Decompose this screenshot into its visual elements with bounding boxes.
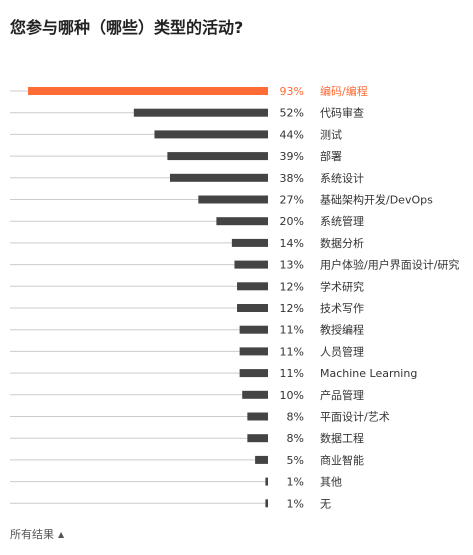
bar-chart: 93% 编码/编程 52% 代码审查 44% 测试 39% 部署 38% 系统设计 27% 基础架构开… — [10, 84, 459, 510]
all-results-toggle[interactable]: 所有结果 ▲ — [10, 526, 64, 542]
category-label: 系统设计 — [320, 172, 364, 185]
category-label: 数据工程 — [320, 431, 364, 445]
bar — [169, 173, 268, 182]
bar — [133, 108, 268, 117]
value-label: 5% — [287, 454, 304, 467]
value-label: 11% — [280, 324, 304, 337]
value-label: 11% — [280, 345, 304, 358]
category-label: 学术研究 — [320, 279, 364, 293]
category-label: 基础架构开发/DevOps — [320, 193, 433, 207]
category-label: 系统管理 — [320, 214, 364, 228]
bar — [234, 260, 268, 269]
chart-title: 您参与哪种（哪些）类型的活动? — [10, 18, 244, 37]
value-label: 27% — [280, 194, 304, 207]
value-label: 8% — [287, 411, 304, 424]
category-label: 测试 — [320, 128, 342, 141]
value-label: 8% — [287, 432, 304, 445]
category-label: 数据分析 — [320, 236, 364, 250]
value-label: 44% — [280, 128, 304, 141]
bar — [231, 238, 268, 247]
value-label: 12% — [280, 280, 304, 293]
category-label: 无 — [320, 497, 331, 510]
bar — [247, 412, 268, 421]
bar — [237, 282, 268, 291]
bar — [255, 455, 268, 464]
category-label: 教授编程 — [320, 323, 364, 337]
value-label: 11% — [280, 367, 304, 380]
value-label: 1% — [287, 497, 304, 510]
category-label: 用户体验/用户界面设计/研究 — [320, 258, 459, 272]
bar — [216, 217, 268, 226]
value-label: 39% — [280, 150, 304, 163]
bar — [265, 477, 268, 486]
category-label: 部署 — [320, 149, 342, 163]
bar — [239, 369, 268, 378]
value-label: 52% — [280, 107, 304, 120]
bar — [237, 304, 268, 312]
value-label: 13% — [280, 259, 304, 272]
bar — [265, 499, 268, 508]
bar — [154, 130, 268, 139]
triangle-up-icon: ▲ — [58, 530, 65, 539]
category-label: 平面设计/艺术 — [320, 411, 390, 424]
bar — [239, 347, 268, 356]
value-label: 38% — [280, 172, 304, 185]
value-label: 20% — [280, 215, 304, 228]
category-label: Machine Learning — [320, 367, 417, 380]
bar — [198, 195, 268, 204]
category-label: 商业智能 — [320, 453, 364, 467]
category-label: 编码/编程 — [320, 84, 368, 98]
category-label: 其他 — [320, 476, 342, 489]
value-label: 12% — [280, 302, 304, 315]
category-label: 技术写作 — [320, 302, 364, 315]
bar — [28, 87, 269, 95]
bar — [167, 152, 268, 161]
value-label: 93% — [280, 85, 304, 98]
category-label: 产品管理 — [320, 388, 364, 402]
value-label: 14% — [280, 237, 304, 250]
value-label: 10% — [280, 389, 304, 402]
category-label: 代码审查 — [320, 106, 364, 120]
bar — [247, 434, 268, 443]
bar — [239, 325, 268, 334]
category-label: 人员管理 — [320, 344, 364, 358]
all-results-label: 所有结果 — [10, 528, 54, 541]
bar — [242, 390, 268, 399]
value-label: 1% — [287, 476, 304, 489]
